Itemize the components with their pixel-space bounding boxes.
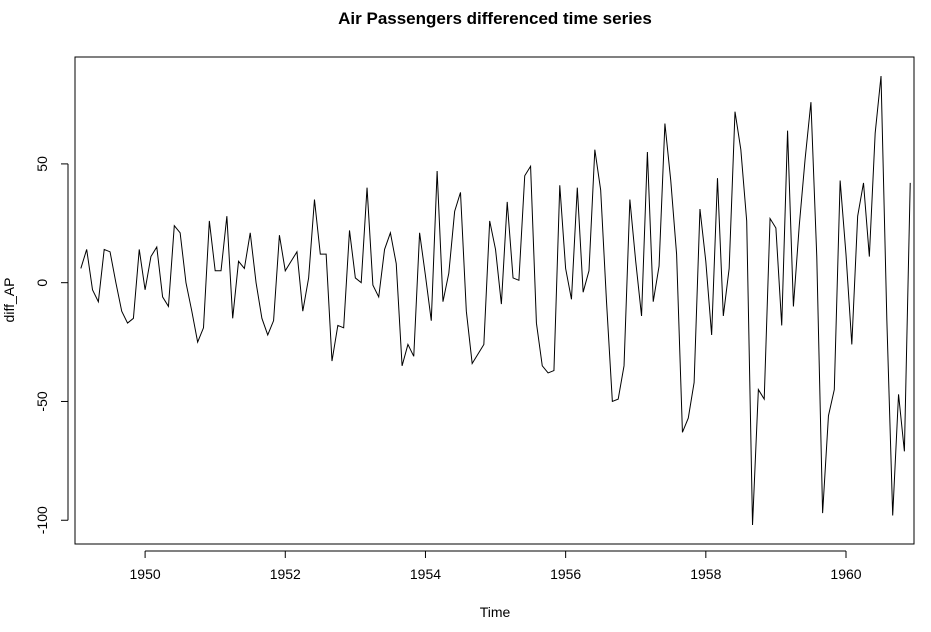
x-tick-label: 1958 — [690, 566, 721, 582]
x-tick-label: 1952 — [270, 566, 301, 582]
y-tick-label: -100 — [34, 506, 50, 534]
y-tick-label: 50 — [34, 156, 50, 172]
y-tick-label: -50 — [34, 391, 50, 411]
series-line — [80, 75, 911, 526]
x-tick-label: 1954 — [410, 566, 441, 582]
y-tick-label: 0 — [34, 279, 50, 287]
x-tick-label: 1950 — [130, 566, 161, 582]
x-axis: 1950 1952 1954 1956 1958 1960 — [130, 550, 862, 582]
x-tick-label: 1960 — [830, 566, 861, 582]
y-axis: -100 -50 0 50 — [34, 156, 69, 534]
y-axis-label: diff_AP — [1, 278, 17, 323]
x-axis-label: Time — [480, 604, 511, 620]
x-tick-label: 1956 — [550, 566, 581, 582]
chart-title: Air Passengers differenced time series — [338, 9, 652, 28]
plot-frame — [74, 56, 915, 545]
